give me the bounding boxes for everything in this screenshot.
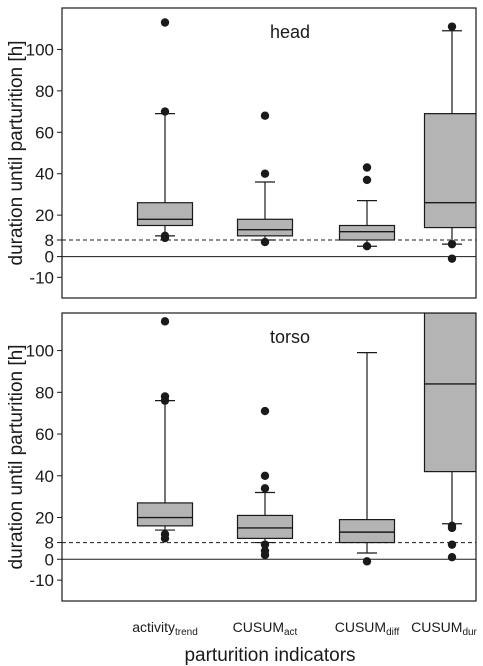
outlier-point xyxy=(160,231,170,241)
outlier-point xyxy=(447,540,457,549)
outlier-point xyxy=(260,484,270,493)
y-tick-label: 80 xyxy=(35,383,54,402)
x-category-labels: activitytrend CUSUMact CUSUMdiff CUSUMdur xyxy=(132,619,477,638)
box-body xyxy=(338,224,396,241)
box-3 xyxy=(338,352,396,566)
category-subscript: dur xyxy=(462,627,477,638)
box-2 xyxy=(236,111,294,247)
box-body xyxy=(136,202,194,227)
y-tick-label: -10 xyxy=(29,571,54,590)
outlier-point xyxy=(160,107,170,116)
category-subscript: trend xyxy=(175,627,198,638)
plot-area xyxy=(136,313,476,566)
category-base: CUSUM xyxy=(335,619,386,635)
x-category-label: CUSUMact xyxy=(233,619,298,638)
outlier-point xyxy=(160,317,170,326)
y-tick-label: 40 xyxy=(35,165,54,184)
outlier-point xyxy=(447,552,457,562)
y-tick-label: 60 xyxy=(35,123,54,142)
outlier-point xyxy=(160,392,170,401)
outlier-point xyxy=(260,111,270,120)
outlier-point xyxy=(260,237,270,247)
x-category-label: CUSUMdiff xyxy=(335,619,400,638)
category-base: CUSUM xyxy=(233,619,284,635)
box-2 xyxy=(236,406,294,560)
outlier-point xyxy=(260,169,270,178)
outlier-point xyxy=(260,471,270,480)
outlier-point xyxy=(362,557,372,566)
y-axis-label: duration until parturition [h] xyxy=(6,41,27,266)
category-base: CUSUM xyxy=(411,619,462,635)
panel-title: head xyxy=(270,22,310,42)
box-3 xyxy=(338,163,396,251)
box-1 xyxy=(136,18,194,243)
category-base: activity xyxy=(132,619,175,635)
x-category-label: CUSUMdur xyxy=(411,619,477,638)
outlier-point xyxy=(362,175,372,185)
y-axis-label: duration until parturition [h] xyxy=(6,345,27,570)
box-4 xyxy=(423,313,476,562)
y-tick-label: 40 xyxy=(35,467,54,486)
category-subscript: diff xyxy=(386,627,399,638)
outlier-point xyxy=(260,406,270,416)
y-tick-label: 60 xyxy=(35,425,54,444)
box-body xyxy=(423,113,476,229)
outlier-point xyxy=(447,254,457,263)
y-tick-label: 8 xyxy=(45,534,54,553)
box-1 xyxy=(136,317,194,543)
y-tick-label: 0 xyxy=(45,550,54,569)
outlier-point xyxy=(160,530,170,539)
outlier-point xyxy=(160,18,170,27)
box-body xyxy=(338,519,396,544)
outlier-point xyxy=(447,22,457,31)
panel-torso: -10 08 20 40 60 80 100 torso duration until part… xyxy=(6,312,477,602)
box-4 xyxy=(423,22,476,263)
box-body xyxy=(236,514,294,539)
box-body xyxy=(136,502,194,527)
box-body xyxy=(423,313,476,473)
category-subscript: act xyxy=(284,627,298,638)
y-tick-label: 100 xyxy=(26,40,54,59)
y-tick-label: 80 xyxy=(35,82,54,101)
y-tick-label: 8 xyxy=(45,231,54,250)
y-tick-label: 100 xyxy=(26,342,54,361)
panel-title: torso xyxy=(270,327,310,347)
y-tick-label: 0 xyxy=(45,248,54,267)
x-axis-label: parturition indicators xyxy=(184,645,355,666)
outlier-point xyxy=(362,163,372,172)
box-body xyxy=(236,218,294,237)
y-tick-label: -10 xyxy=(29,268,54,287)
outlier-point xyxy=(260,540,270,549)
plot-frame xyxy=(61,312,477,602)
y-tick-label: 20 xyxy=(35,509,54,528)
x-category-label: activitytrend xyxy=(132,619,198,638)
y-tick-label: 20 xyxy=(35,206,54,225)
outlier-point xyxy=(260,546,270,556)
outlier-point xyxy=(362,242,372,251)
plot-frame xyxy=(61,7,477,299)
outlier-point xyxy=(447,239,457,249)
outlier-point xyxy=(447,521,457,531)
plot-area xyxy=(136,18,476,263)
